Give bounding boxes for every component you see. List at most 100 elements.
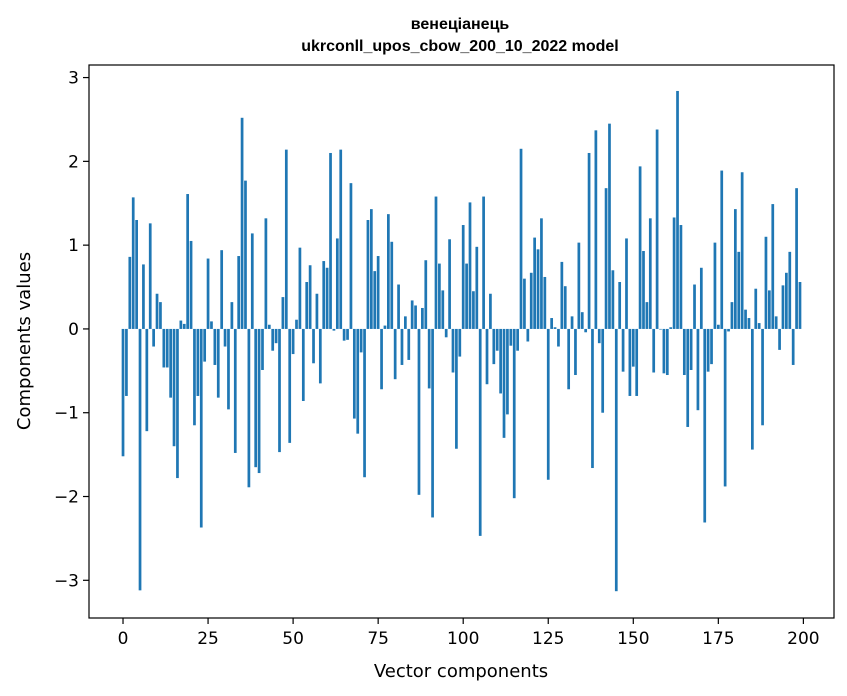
bar [676,90,679,329]
bar [380,328,383,390]
bar [526,328,530,342]
bar [557,328,560,347]
bar [512,328,516,499]
bar [244,180,247,329]
bar [342,328,346,341]
bar [798,282,802,329]
y-tick-label: 3 [68,69,79,89]
bar [444,328,448,338]
bar [227,328,230,410]
bar [220,250,224,329]
bar [210,321,213,329]
bar [472,291,475,329]
bar [689,328,693,370]
bar [196,328,200,396]
bar [553,327,557,329]
bar [387,214,390,329]
bar [458,328,462,357]
bar [400,328,404,365]
bar [125,328,128,396]
bar [604,188,608,329]
bar [434,196,438,329]
bar [543,276,547,329]
bar [298,247,302,329]
bar [397,284,400,329]
bar [352,328,356,419]
bar [587,152,591,329]
bar [393,328,397,380]
bar [267,324,271,329]
x-axis-ticks: 0 25 50 75 100 125 150 175 200 [118,618,820,649]
bar [696,328,700,411]
bar [291,328,295,355]
bar [155,293,159,329]
bar [138,328,142,591]
bar [159,302,162,329]
bar [785,272,788,329]
bar [757,323,761,329]
bar [339,149,343,329]
bar [468,202,472,329]
bar [546,328,550,480]
bar [706,328,710,372]
bar [237,256,241,329]
bar [329,152,332,329]
bar [431,328,434,518]
bar [682,328,686,376]
bar [778,328,781,350]
bar [591,328,594,469]
bar [254,328,258,468]
bar [427,328,431,389]
bar [699,267,703,329]
bar [686,328,690,427]
chart-title: венеціанець [411,16,510,33]
bar [189,240,193,329]
bar [761,328,764,426]
bar [509,328,513,346]
bar [278,328,281,453]
bar [754,288,758,329]
bar [567,328,571,390]
bar [536,249,540,329]
bar [482,196,485,329]
bar [669,327,673,329]
x-tick-label: 100 [447,629,479,649]
x-axis-label: Vector components [374,661,548,682]
bar [230,302,234,329]
bar [223,328,227,347]
bar [281,297,285,329]
bar [744,309,747,329]
bar [533,237,536,329]
y-tick-label: 1 [68,236,79,256]
bar [465,263,468,329]
bar [421,307,424,329]
bar [506,328,509,415]
bar [751,328,754,450]
y-tick-label: 0 [68,320,79,340]
bar [601,328,605,413]
bar [628,328,632,396]
bar [703,328,707,523]
bar [795,188,798,329]
bar [451,328,455,373]
bar [121,328,125,457]
bar [720,170,724,329]
bar [625,238,628,329]
bar [560,261,564,329]
x-tick-label: 50 [282,629,304,649]
bar [274,328,278,344]
bar [376,256,380,329]
bar [455,328,458,449]
bar [791,328,795,365]
bar [594,130,598,329]
bar [519,148,523,329]
bar [618,282,622,329]
bar [502,328,506,438]
bar [271,328,275,351]
plot-frame [88,64,835,619]
bar [679,225,683,329]
bar [635,328,639,396]
y-axis-label: Components values [14,252,35,430]
